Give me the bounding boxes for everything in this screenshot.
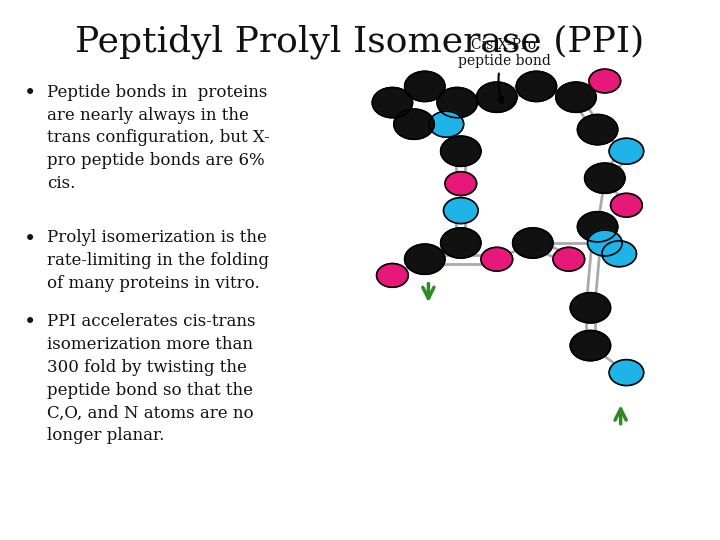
Circle shape: [437, 87, 477, 118]
Circle shape: [429, 111, 464, 137]
Circle shape: [553, 247, 585, 271]
Circle shape: [609, 360, 644, 386]
Circle shape: [394, 109, 434, 139]
Text: Prolyl isomerization is the
rate-limiting in the folding
of many proteins in vit: Prolyl isomerization is the rate-limitin…: [47, 230, 269, 292]
Text: •: •: [24, 230, 36, 248]
Circle shape: [516, 71, 557, 102]
Circle shape: [585, 163, 625, 193]
Circle shape: [570, 293, 611, 323]
Text: Peptide bonds in  proteins
are nearly always in the
trans configuration, but X-
: Peptide bonds in proteins are nearly alw…: [47, 84, 269, 192]
Circle shape: [441, 228, 481, 258]
Circle shape: [577, 114, 618, 145]
Circle shape: [441, 136, 481, 166]
Circle shape: [405, 71, 445, 102]
Circle shape: [588, 230, 622, 256]
Circle shape: [611, 193, 642, 217]
Circle shape: [444, 198, 478, 224]
Circle shape: [481, 247, 513, 271]
Circle shape: [372, 87, 413, 118]
Circle shape: [609, 138, 644, 164]
Circle shape: [602, 241, 636, 267]
Text: •: •: [24, 313, 36, 332]
Circle shape: [570, 330, 611, 361]
Circle shape: [405, 244, 445, 274]
Text: Peptidyl Prolyl Isomerase (PPI): Peptidyl Prolyl Isomerase (PPI): [76, 24, 644, 59]
Circle shape: [577, 212, 618, 242]
Circle shape: [445, 172, 477, 195]
Text: PPI accelerates cis-trans
isomerization more than
300 fold by twisting the
pepti: PPI accelerates cis-trans isomerization …: [47, 313, 256, 444]
Circle shape: [513, 228, 553, 258]
Circle shape: [589, 69, 621, 93]
Circle shape: [477, 82, 517, 112]
Text: Cis X-Pro
peptide bond: Cis X-Pro peptide bond: [458, 38, 550, 103]
Circle shape: [377, 264, 408, 287]
Circle shape: [556, 82, 596, 112]
Text: •: •: [24, 84, 36, 103]
